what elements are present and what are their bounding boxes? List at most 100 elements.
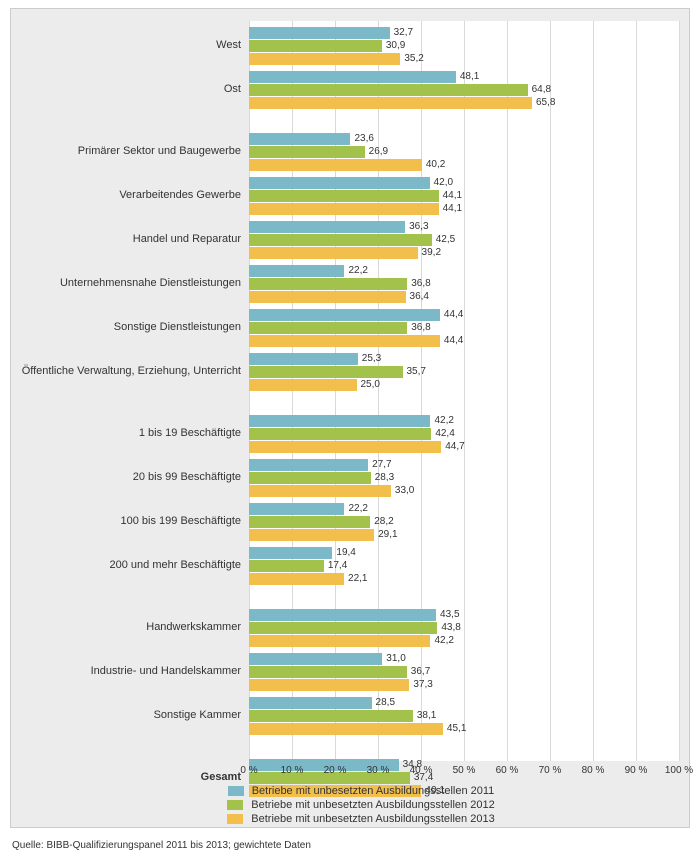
category-label: 100 bis 199 Beschäftigte [21,515,241,528]
bar-s2013 [249,291,406,303]
x-axis-tick-label: 0 % [240,765,257,776]
bar-value-label: 19,4 [336,547,355,559]
bar-s2013 [249,723,443,735]
x-axis-tick-label: 60 % [496,765,519,776]
bar-s2013 [249,573,344,585]
bar-s2013 [249,159,422,171]
x-axis-tick-label: 40 % [410,765,433,776]
category-label: Ost [21,83,241,96]
bar-value-label: 28,3 [375,472,394,484]
legend-label: Betriebe mit unbesetzten Ausbildungsstel… [252,785,495,797]
bar-s2011 [249,547,332,559]
bar-s2012 [249,666,407,678]
bar-s2011 [249,177,430,189]
bar-value-label: 25,0 [361,379,380,391]
bar-value-label: 44,7 [445,441,464,453]
bar-value-label: 36,8 [411,278,430,290]
bar-value-label: 44,4 [444,335,463,347]
bar-value-label: 29,1 [378,529,397,541]
bar-value-label: 43,8 [441,622,460,634]
grid-line [593,21,594,761]
bar-s2012 [249,472,371,484]
legend-item: Betriebe mit unbesetzten Ausbildungsstel… [151,799,571,811]
bar-s2011 [249,459,368,471]
bar-value-label: 42,4 [435,428,454,440]
legend-swatch [228,786,244,796]
bar-s2012 [249,710,413,722]
x-axis-tick-label: 80 % [582,765,605,776]
bar-s2012 [249,278,407,290]
category-label: 200 und mehr Beschäftigte [21,559,241,572]
bar-s2012 [249,366,403,378]
grid-line [335,21,336,761]
bar-value-label: 40,2 [426,159,445,171]
bar-value-label: 28,2 [374,516,393,528]
grid-line [378,21,379,761]
bar-value-label: 37,3 [413,679,432,691]
category-label: Verarbeitendes Gewerbe [21,189,241,202]
bar-value-label: 22,2 [348,503,367,515]
bar-s2011 [249,133,350,145]
bar-s2012 [249,40,382,52]
bar-s2012 [249,84,528,96]
category-label: Unternehmensnahe Dienstleistungen [21,277,241,290]
category-label: Primärer Sektor und Baugewerbe [21,145,241,158]
bar-value-label: 36,8 [411,322,430,334]
bar-s2013 [249,529,374,541]
bar-s2012 [249,560,324,572]
bar-value-label: 36,4 [410,291,429,303]
bar-s2013 [249,635,430,647]
bar-value-label: 42,0 [434,177,453,189]
x-axis-tick-label: 90 % [625,765,648,776]
bar-s2012 [249,322,407,334]
category-label: Sonstige Dienstleistungen [21,321,241,334]
grid-line [507,21,508,761]
bar-value-label: 64,8 [532,84,551,96]
grid-line [679,21,680,761]
bar-s2013 [249,53,400,65]
bar-s2012 [249,516,370,528]
bar-s2011 [249,309,440,321]
bar-s2012 [249,622,437,634]
category-label: 20 bis 99 Beschäftigte [21,471,241,484]
x-axis-tick-label: 70 % [539,765,562,776]
bar-value-label: 17,4 [328,560,347,572]
bar-s2011 [249,221,405,233]
x-axis-tick-label: 50 % [453,765,476,776]
page-root: 32,730,935,248,164,865,823,626,940,242,0… [0,0,700,859]
bar-value-label: 44,1 [443,190,462,202]
legend-item: Betriebe mit unbesetzten Ausbildungsstel… [151,813,571,825]
bar-s2012 [249,428,431,440]
legend-swatch [227,800,243,810]
bar-value-label: 44,4 [444,309,463,321]
x-axis-tick-label: 20 % [324,765,347,776]
x-axis-tick-label: 100 % [665,765,693,776]
bar-s2013 [249,247,418,259]
bar-value-label: 22,2 [348,265,367,277]
grid-line [249,21,250,761]
bar-s2012 [249,146,365,158]
category-label: Industrie- und Handelskammer [21,665,241,678]
bar-s2013 [249,379,357,391]
category-label: 1 bis 19 Beschäftigte [21,427,241,440]
grid-line [292,21,293,761]
source-text: Quelle: BIBB-Qualifizierungspanel 2011 b… [12,840,311,851]
bar-s2011 [249,71,456,83]
bar-value-label: 42,2 [434,635,453,647]
grid-line [421,21,422,761]
bar-s2011 [249,609,436,621]
bar-value-label: 30,9 [386,40,405,52]
x-axis-tick-label: 10 % [281,765,304,776]
chart-frame: 32,730,935,248,164,865,823,626,940,242,0… [10,8,690,828]
bar-value-label: 43,5 [440,609,459,621]
category-label: Öffentliche Verwaltung, Erziehung, Unter… [21,365,241,378]
bar-value-label: 42,5 [436,234,455,246]
chart-legend: Betriebe mit unbesetzten Ausbildungsstel… [151,783,571,827]
bar-value-label: 28,5 [376,697,395,709]
legend-swatch [227,814,243,824]
bar-value-label: 38,1 [417,710,436,722]
bar-s2013 [249,335,440,347]
legend-label: Betriebe mit unbesetzten Ausbildungsstel… [251,799,494,811]
category-label: Sonstige Kammer [21,709,241,722]
bar-s2011 [249,415,430,427]
